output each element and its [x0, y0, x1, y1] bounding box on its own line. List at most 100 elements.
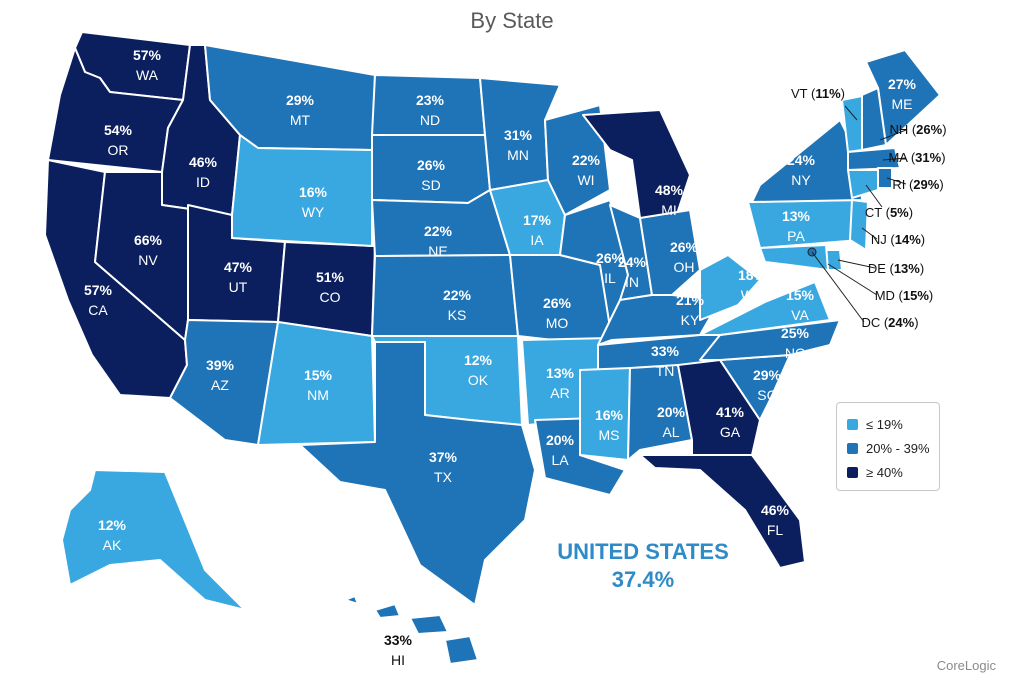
- callout-label-de: DE (13%): [868, 261, 924, 276]
- state-code-wv: WV: [741, 287, 764, 303]
- leader-line-de: [837, 259, 876, 269]
- state-label-il: 26% IL: [596, 250, 625, 286]
- state-value-in: 24%: [618, 254, 647, 270]
- state-value-fl: 46%: [761, 502, 790, 518]
- state-nc: [699, 319, 841, 361]
- state-code-mn: MN: [507, 147, 529, 163]
- state-code-mo: MO: [546, 315, 569, 331]
- source-credit: CoreLogic: [936, 658, 996, 673]
- callout-value-ma: 31%: [915, 150, 941, 165]
- state-value-pa: 13%: [782, 208, 811, 224]
- state-code-ne: NE: [428, 243, 447, 259]
- state-label-nm: 15% NM: [304, 367, 333, 403]
- state-value-mt: 29%: [286, 92, 315, 108]
- state-label-ok: 12% OK: [464, 352, 493, 388]
- state-fl: [639, 454, 806, 569]
- callout-close-vt: ): [841, 86, 845, 101]
- state-value-nc: 25%: [781, 325, 810, 341]
- state-label-ny: 24% NY: [787, 152, 816, 188]
- state-code-pa: PA: [787, 228, 805, 244]
- state-code-ny: NY: [791, 172, 811, 188]
- state-ct: [847, 169, 879, 199]
- state-value-ks: 22%: [443, 287, 472, 303]
- state-code-co: CO: [320, 289, 341, 305]
- state-label-tn: 33% TN: [651, 343, 680, 379]
- national-total: UNITED STATES 37.4%: [548, 538, 738, 594]
- state-label-sd: 26% SD: [417, 157, 446, 193]
- state-label-mn: 31% MN: [504, 127, 533, 163]
- state-code-nv: NV: [138, 252, 158, 268]
- state-value-nv: 66%: [134, 232, 163, 248]
- state-code-ms: MS: [599, 427, 620, 443]
- state-value-ok: 12%: [464, 352, 493, 368]
- state-value-la: 20%: [546, 432, 575, 448]
- state-code-tn: TN: [656, 363, 675, 379]
- state-value-ny: 24%: [787, 152, 816, 168]
- state-ky: [597, 294, 721, 346]
- state-label-hi: 33% HI: [384, 632, 413, 668]
- state-label-ca: 57% CA: [84, 282, 113, 318]
- state-code-nd: ND: [420, 112, 440, 128]
- state-value-ms: 16%: [595, 407, 624, 423]
- state-value-tx: 37%: [429, 449, 458, 465]
- state-label-oh: 26% OH: [670, 239, 699, 275]
- state-code-ak: AK: [103, 537, 122, 553]
- state-code-sd: SD: [421, 177, 440, 193]
- state-value-ar: 13%: [546, 365, 575, 381]
- state-al: [627, 364, 693, 461]
- leader-line-ri: [886, 177, 907, 185]
- legend-swatch-high: [847, 466, 858, 478]
- callout-code-dc: DC (: [861, 315, 888, 330]
- state-label-sc: 29% SC: [753, 367, 782, 403]
- state-md: [759, 244, 829, 271]
- legend-label-high: ≥ 40%: [866, 464, 903, 480]
- callout-label-vt: VT (11%): [791, 86, 845, 101]
- state-label-mo: 26% MO: [543, 295, 572, 331]
- callout-leader-lines: [811, 105, 907, 323]
- state-label-id: 46% ID: [189, 154, 218, 190]
- callout-value-vt: 11%: [815, 86, 841, 101]
- callout-code-ri: RI (: [892, 177, 914, 192]
- national-total-value: 37.4%: [611, 567, 675, 592]
- state-value-mo: 26%: [543, 295, 572, 311]
- state-label-az: 39% AZ: [206, 357, 235, 393]
- callout-close-ri: ): [939, 177, 943, 192]
- state-value-va: 15%: [786, 287, 815, 303]
- callout-label-ct: CT (5%): [865, 205, 913, 220]
- state-code-ky: KY: [681, 312, 700, 328]
- state-oh: [639, 209, 701, 296]
- callout-value-nh: 26%: [916, 122, 942, 137]
- state-labels: 57% WA 54% OR 57% CA 46% ID 66% NV 47% UT 51% CO 39% AZ…: [84, 47, 947, 668]
- state-value-ak: 12%: [98, 517, 127, 533]
- state-shapes: [44, 31, 941, 665]
- state-or: [47, 47, 184, 173]
- state-label-nc: 25% NC: [781, 325, 810, 361]
- state-value-hi: 33%: [384, 632, 413, 648]
- state-code-ar: AR: [550, 385, 569, 401]
- state-code-sc: SC: [757, 387, 776, 403]
- callout-code-ma: MA (: [888, 150, 915, 165]
- state-code-id: ID: [196, 174, 210, 190]
- state-value-ca: 57%: [84, 282, 113, 298]
- state-value-wy: 16%: [299, 184, 328, 200]
- callout-close-de: ): [920, 261, 924, 276]
- state-tx: [299, 341, 536, 606]
- legend-swatch-low: [847, 418, 858, 430]
- state-code-mi: MI: [661, 202, 677, 218]
- state-label-ut: 47% UT: [224, 259, 253, 295]
- state-label-wv: 18% WV: [738, 267, 767, 303]
- callout-close-nj: ): [921, 232, 925, 247]
- state-label-in: 24% IN: [618, 254, 647, 290]
- state-wv: [699, 254, 761, 321]
- state-value-wa: 57%: [133, 47, 162, 63]
- state-label-ms: 16% MS: [595, 407, 624, 443]
- state-label-la: 20% LA: [546, 432, 575, 468]
- state-code-hi: HI: [391, 652, 405, 668]
- state-label-wi: 22% WI: [572, 152, 601, 188]
- state-value-sc: 29%: [753, 367, 782, 383]
- callout-value-md: 15%: [903, 288, 929, 303]
- legend-swatch-mid: [847, 442, 858, 454]
- state-code-me: ME: [892, 96, 913, 112]
- state-va: [699, 281, 831, 336]
